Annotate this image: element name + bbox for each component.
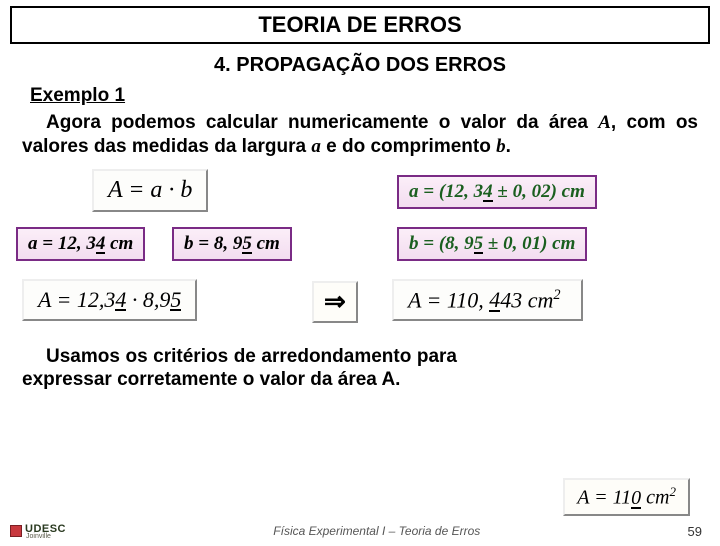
example-label: Exemplo 1 [30, 85, 690, 107]
val-a-pre: a = 12, 3 [28, 233, 96, 254]
page-number: 59 [688, 524, 702, 539]
val-bshort-post: cm [252, 233, 280, 254]
para1-mid2: e do comprimento [321, 136, 496, 157]
arrow-box: ⇒ [312, 281, 358, 323]
equation-multiply: A = 12,34 · 8,95 [22, 279, 197, 321]
eq-area-text: A = a · b [108, 177, 192, 203]
equation-final: A = 110 cm2 [563, 478, 690, 516]
val-bpm-pre: b = (8, 9 [409, 233, 474, 254]
row-calculation: A = 12,34 · 8,95 ⇒ A = 110, 443 cm2 [22, 279, 698, 333]
eqres-u: 4 [489, 291, 500, 312]
val-bpm-u: 5 [474, 236, 484, 254]
symbol-A2: A [381, 369, 395, 390]
eqmult-u2: 5 [170, 291, 181, 312]
paragraph-intro: Agora podemos calcular numericamente o v… [22, 111, 698, 159]
equation-area: A = a · b [92, 169, 208, 212]
footer-label: Física Experimental I – Teoria de Erros [66, 524, 688, 538]
symbol-A: A [598, 112, 611, 133]
val-bshort-u: 5 [242, 236, 252, 254]
val-a-pm-pre: a = (12, 3 [409, 181, 483, 202]
symbol-a: a [311, 136, 321, 157]
value-b-pm: b = (8, 95 ± 0, 01) cm [397, 227, 587, 261]
eqres-post: 43 cm [500, 287, 553, 312]
eqmult-pre: A = 12,3 [38, 287, 115, 312]
val-a-u: 4 [96, 236, 106, 254]
final-post: cm [641, 487, 669, 509]
val-a-pm-u: 4 [483, 184, 493, 202]
value-a-pm: a = (12, 34 ± 0, 02) cm [397, 175, 597, 209]
final-u: 0 [631, 490, 641, 509]
logo: UDESC Joinville [10, 523, 66, 540]
para1-end: . [506, 136, 511, 157]
value-a: a = 12, 34 cm [16, 227, 145, 261]
eqres-pre: A = 110, [408, 287, 489, 312]
val-bpm-post: ± 0, 01) cm [483, 233, 575, 254]
symbol-b: b [496, 136, 506, 157]
para1-pre: Agora podemos calcular numericamente o v… [46, 112, 598, 133]
para2-end: . [395, 369, 400, 390]
page-title: TEORIA DE ERROS [258, 12, 461, 37]
val-bshort-pre: b = 8, 9 [184, 233, 242, 254]
eqmult-u1: 4 [115, 291, 126, 312]
final-sup: 2 [670, 484, 677, 499]
logo-text-wrap: UDESC Joinville [25, 523, 66, 540]
title-box: TEORIA DE ERROS [10, 6, 710, 44]
val-a-post: cm [105, 233, 133, 254]
value-b-short: b = 8, 95 cm [172, 227, 292, 261]
eqres-sup: 2 [553, 287, 560, 303]
logo-icon [10, 525, 22, 537]
eqmult-mid: · 8,9 [126, 287, 170, 312]
equation-result: A = 110, 443 cm2 [392, 279, 583, 321]
row-formula: A = a · b a = (12, 34 ± 0, 02) cm [22, 169, 698, 221]
footer: UDESC Joinville Física Experimental I – … [0, 520, 720, 542]
val-a-pm-post: ± 0, 02) cm [493, 181, 585, 202]
row-values: a = 12, 34 cm b = 8, 95 cm b = (8, 95 ± … [22, 225, 698, 271]
section-subtitle: 4. PROPAGAÇÃO DOS ERROS [0, 54, 720, 77]
arrow-glyph: ⇒ [324, 287, 346, 316]
final-pre: A = 11 [577, 487, 631, 509]
paragraph-rounding: Usamos os critérios de arredondamento pa… [22, 345, 457, 393]
